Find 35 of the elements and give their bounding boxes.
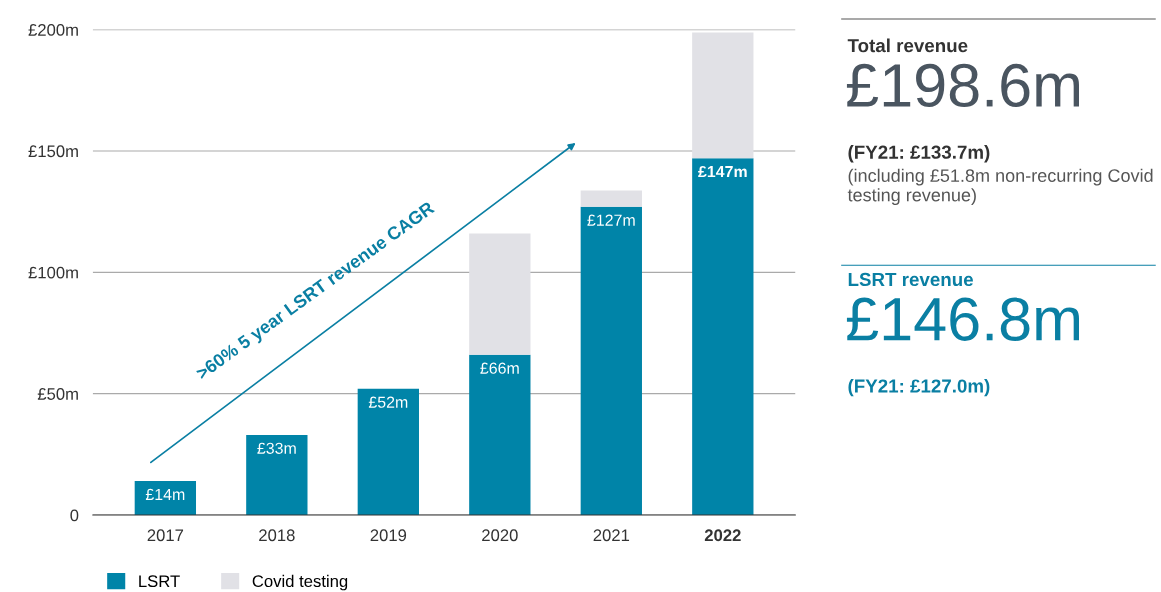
bar (469, 233, 531, 355)
text: LSRT revenue (848, 272, 973, 287)
x-tick-label: 2019 (370, 529, 407, 542)
x-tick-label: 2018 (259, 529, 295, 542)
bar (692, 32, 754, 159)
y-tick-label: £200m (28, 24, 78, 36)
data-label: £14m (145, 488, 185, 500)
x-tick-label: 2022 (704, 529, 741, 542)
bar (134, 481, 197, 516)
x-tick-label: 2021 (593, 529, 630, 542)
bar (469, 354, 531, 516)
data-label: £127m (587, 214, 635, 226)
y-tick-label: 0 (70, 509, 79, 522)
y-tick-label: £150m (28, 145, 78, 158)
legend-label: LSRT (139, 575, 180, 588)
text: Total revenue (847, 38, 968, 53)
legend-label: Covid testing (252, 574, 348, 591)
text: £198.6m (846, 63, 1079, 108)
bar (246, 434, 308, 516)
text: £146.8m (846, 297, 1079, 341)
y-tick-label: £50m (37, 388, 78, 400)
data-label: £52m (368, 396, 408, 408)
bar (580, 206, 642, 516)
data-label: £147m (698, 165, 747, 178)
bar (580, 190, 642, 207)
text: (FY21: £127.0m) (848, 378, 990, 397)
text: (FY21: £133.7m) (848, 145, 990, 163)
text: (including £51.8m non-recurring Covid testing revenue) (847, 168, 1153, 205)
data-label: £33m (257, 442, 296, 454)
data-label: £66m (480, 362, 519, 374)
bar (357, 388, 419, 516)
y-tick-label: £100m (28, 266, 78, 279)
x-tick-label: 2017 (147, 529, 184, 542)
bar (692, 158, 754, 516)
x-tick-label: 2020 (482, 529, 518, 542)
